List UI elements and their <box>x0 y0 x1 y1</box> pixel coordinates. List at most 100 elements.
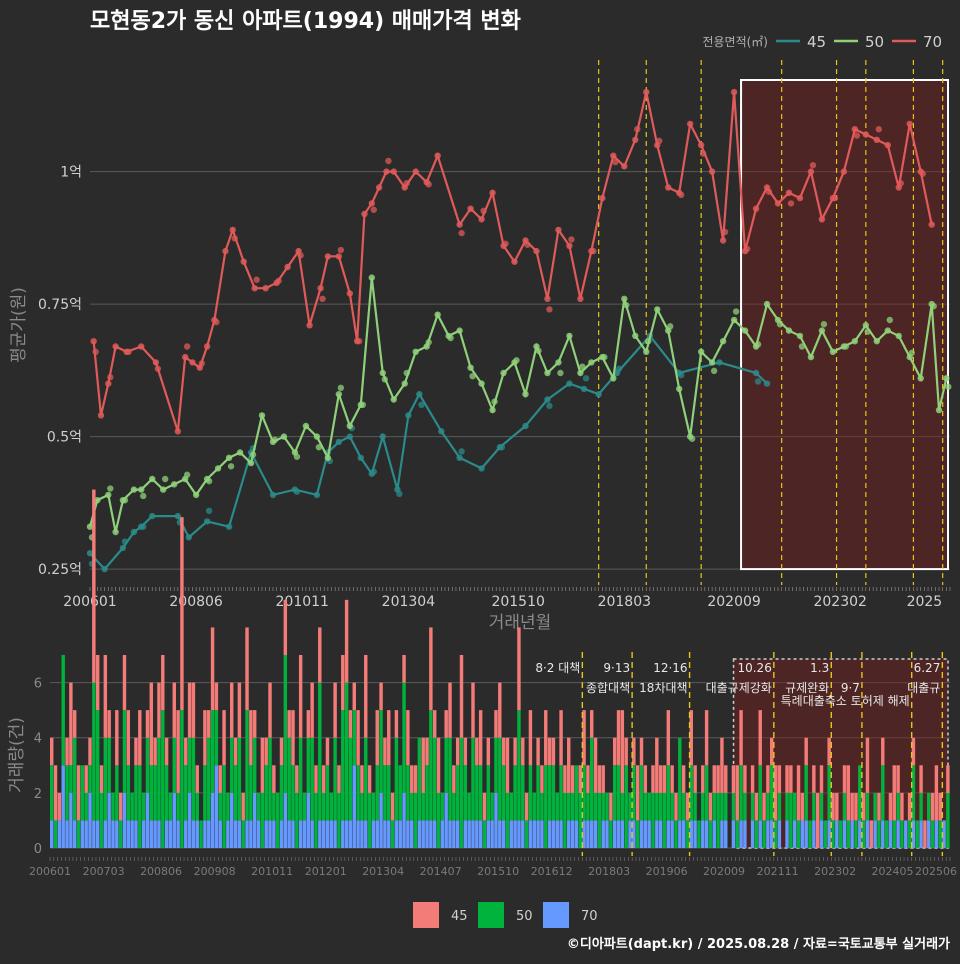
volume-bar-45 <box>84 765 88 793</box>
volume-bar-45 <box>586 765 590 793</box>
volume-bar-70 <box>226 820 230 848</box>
volume-bar-50 <box>517 710 521 821</box>
volume-bar-70 <box>643 820 648 848</box>
volume-bar-50 <box>938 820 942 848</box>
series-point-70 <box>174 428 182 435</box>
series-point-45 <box>478 465 485 472</box>
volume-bar-45 <box>521 737 525 766</box>
volume-bar-45 <box>601 765 605 793</box>
volume-bar-70 <box>80 820 85 848</box>
volume-bar-45 <box>390 792 395 821</box>
series-deal-point-70 <box>568 236 575 243</box>
volume-bar-45 <box>471 682 475 738</box>
volume-bar-45 <box>494 710 498 738</box>
series-deal-point-45 <box>458 448 465 455</box>
volume-bar-45 <box>708 792 713 821</box>
volume-bar-50 <box>115 765 119 821</box>
series-point-45 <box>566 380 573 387</box>
volume-bar-50 <box>777 792 782 821</box>
series-deal-point-50 <box>491 398 498 405</box>
volume-bar-45 <box>352 682 356 711</box>
series-point-50 <box>335 391 343 398</box>
series-deal-point-50 <box>623 301 630 309</box>
volume-bar-70 <box>758 820 762 848</box>
volume-bar-45 <box>53 765 58 821</box>
volume-bar-50 <box>230 737 234 793</box>
volume-bar-50 <box>578 792 582 848</box>
volume-bar-45 <box>735 765 739 821</box>
series-point-50 <box>225 454 233 461</box>
series-deal-point-45 <box>754 378 762 385</box>
volume-bar-50 <box>911 765 916 821</box>
price-xlabel: 거래년월 <box>489 613 552 633</box>
volume-bar-50 <box>283 655 288 793</box>
volume-bar-45 <box>616 710 621 766</box>
volume-bar-50 <box>827 765 831 821</box>
volume-bar-70 <box>207 820 211 848</box>
volume-bar-70 <box>57 820 62 848</box>
series-point-70 <box>884 141 891 149</box>
volume-bar-70 <box>333 820 337 848</box>
series-point-70 <box>533 247 540 255</box>
volume-bar-45 <box>95 655 100 711</box>
series-deal-point-70 <box>787 200 795 207</box>
series-deal-point-70 <box>809 162 817 169</box>
series-deal-point-70 <box>370 206 377 213</box>
volume-bar-50 <box>440 792 445 821</box>
volume-legend-swatch-45 <box>413 902 439 928</box>
volume-bar-50 <box>739 765 743 821</box>
volume-bar-45 <box>375 710 379 766</box>
volume-bar-50 <box>900 820 904 848</box>
volume-bar-50 <box>658 792 663 821</box>
series-deal-point-50 <box>249 451 257 458</box>
series-deal-point-50 <box>140 492 147 500</box>
series-deal-point-70 <box>275 277 282 284</box>
volume-bar-45 <box>881 737 885 766</box>
volume-bar-50 <box>436 792 441 848</box>
series-deal-point-50 <box>425 339 432 346</box>
volume-bar-70 <box>252 792 257 848</box>
volume-bar-70 <box>425 820 429 848</box>
volume-bar-70 <box>134 820 138 848</box>
volume-bar-45 <box>410 765 414 793</box>
series-point-45 <box>313 491 321 499</box>
series-point-45 <box>203 518 211 525</box>
volume-bar-70 <box>934 820 939 848</box>
volume-bar-45 <box>272 765 276 793</box>
series-point-45 <box>225 523 233 530</box>
volume-bar-70 <box>658 820 663 848</box>
volume-bar-50 <box>241 820 245 848</box>
volume-bar-50 <box>544 765 548 848</box>
volume-bar-50 <box>471 737 475 821</box>
volume-bar-70 <box>670 820 674 848</box>
event-label-name: 종합대책 <box>586 680 630 695</box>
volume-bar-50 <box>612 765 617 821</box>
volume-bar-70 <box>69 792 73 848</box>
volume-bar-70 <box>873 820 877 848</box>
series-deal-point-50 <box>864 328 872 335</box>
volume-bar-70 <box>720 820 724 848</box>
volume-bar-50 <box>84 792 88 821</box>
volume-bar-50 <box>180 710 184 848</box>
volume-bar-50 <box>927 792 931 821</box>
series-point-45 <box>379 433 386 440</box>
volume-bar-45 <box>425 737 429 766</box>
volume-bar-45 <box>122 655 127 711</box>
series-point-70 <box>577 295 584 302</box>
volume-bar-45 <box>452 765 456 793</box>
volume-bar-50 <box>352 710 356 766</box>
volume-bar-45 <box>432 710 437 738</box>
volume-bar-50 <box>854 820 858 848</box>
volume-bar-50 <box>157 737 161 821</box>
volume-bar-50 <box>712 792 716 821</box>
volume-bar-70 <box>107 792 111 848</box>
series-point-70 <box>555 226 562 234</box>
volume-bar-50 <box>252 737 257 793</box>
volume-bar-45 <box>670 765 674 793</box>
series-deal-point-70 <box>297 252 304 259</box>
volume-bar-45 <box>69 682 73 766</box>
series-deal-point-70 <box>198 360 205 367</box>
volume-bar-45 <box>138 710 142 766</box>
series-point-45 <box>357 454 365 461</box>
volume-bar-70 <box>478 820 483 848</box>
